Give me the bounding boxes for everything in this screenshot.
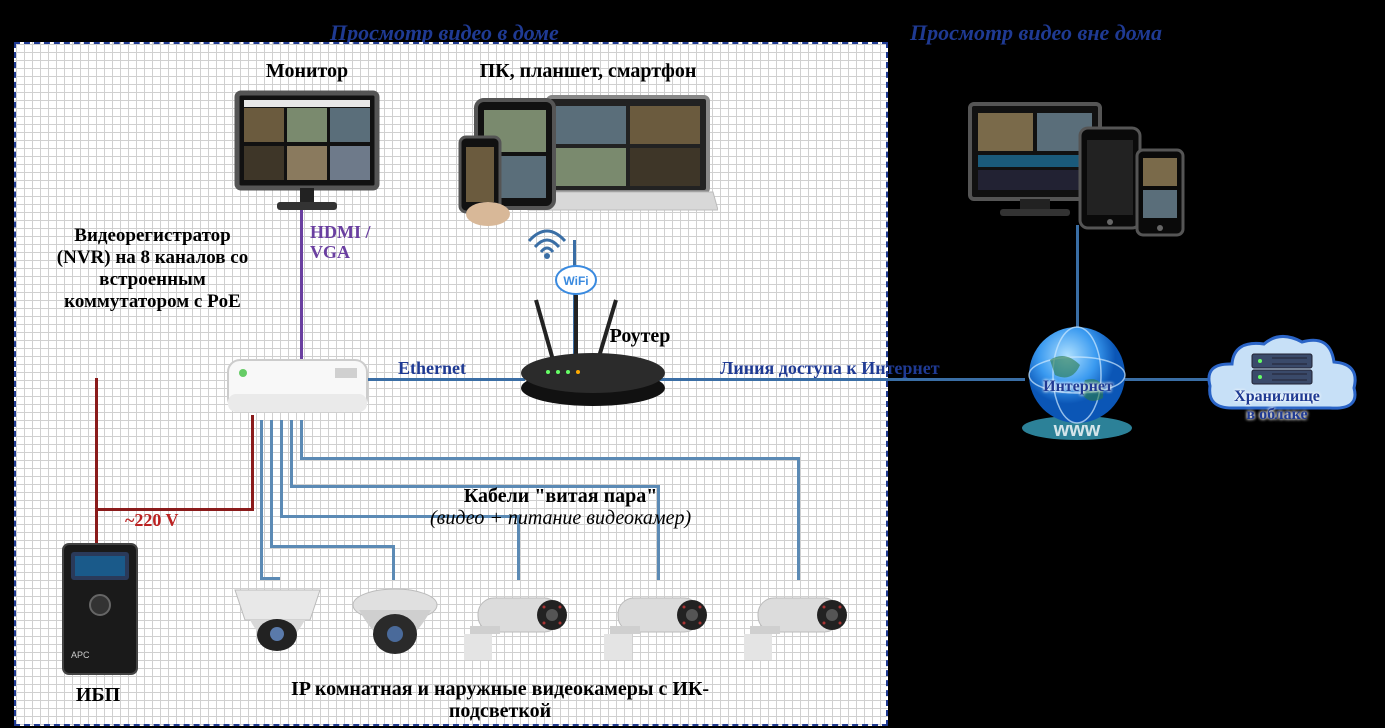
- label-ups: ИБП: [68, 684, 128, 707]
- cam-line-2h: [270, 545, 395, 548]
- remote-devices-icon: [965, 100, 1190, 240]
- svg-text:www: www: [1053, 419, 1101, 441]
- cam-line-4v1: [290, 420, 293, 488]
- svg-text:APC: APC: [71, 650, 90, 660]
- cam-line-3v1: [280, 420, 283, 518]
- cam-line-1v: [260, 420, 263, 580]
- label-cameras: IP комнатная и наружные видеокамеры с ИК…: [290, 678, 710, 722]
- label-nvr: Видеорегистратор (NVR) на 8 каналов со в…: [50, 225, 255, 313]
- camera-bullet-2-icon: [600, 580, 725, 670]
- devices-icon: [458, 92, 718, 232]
- label-monitor: Монитор: [232, 60, 382, 83]
- line-power-3: [95, 378, 98, 548]
- line-hdmi: [300, 210, 303, 370]
- label-cables: Кабели "витая пара" (видео + питание вид…: [430, 485, 691, 529]
- label-internet: Интернет: [1028, 378, 1128, 396]
- router-icon: WiFi: [518, 260, 678, 410]
- wifi-signal-icon: [525, 225, 569, 259]
- label-220v: ~220 V: [125, 510, 179, 531]
- title-remote: Просмотр видео вне дома: [910, 20, 1162, 46]
- camera-dome-1-icon: [225, 580, 330, 670]
- ups-icon: APC: [55, 540, 145, 680]
- nvr-icon: [225, 352, 370, 422]
- cam-line-2v2: [392, 545, 395, 580]
- cam-line-5v1: [300, 420, 303, 460]
- label-hdmi-l2: VGA: [310, 242, 350, 262]
- label-cloud-l1: Хранилище: [1234, 388, 1320, 405]
- label-cables-l2: (видео + питание видеокамер): [430, 507, 691, 529]
- camera-bullet-3-icon: [740, 580, 865, 670]
- line-power-1: [251, 415, 254, 510]
- cam-line-2v1: [270, 420, 273, 548]
- label-hdmi: HDMI / VGA: [310, 222, 371, 262]
- monitor-icon: [232, 88, 382, 218]
- camera-dome-2-icon: [345, 580, 445, 670]
- label-eth: Ethernet: [398, 358, 466, 379]
- label-cloud: Хранилище в облаке: [1222, 388, 1332, 424]
- label-cloud-l2: в облаке: [1246, 406, 1307, 423]
- label-devices: ПК, планшет, смартфон: [448, 60, 728, 83]
- camera-bullet-1-icon: [460, 580, 585, 670]
- cam-line-5v2: [797, 457, 800, 580]
- svg-text:WiFi: WiFi: [563, 274, 588, 288]
- label-cables-l1: Кабели "витая пара": [464, 485, 658, 507]
- label-hdmi-l1: HDMI /: [310, 222, 371, 242]
- label-wan: Линия доступа к Интернет: [720, 358, 940, 379]
- cam-line-5h: [300, 457, 800, 460]
